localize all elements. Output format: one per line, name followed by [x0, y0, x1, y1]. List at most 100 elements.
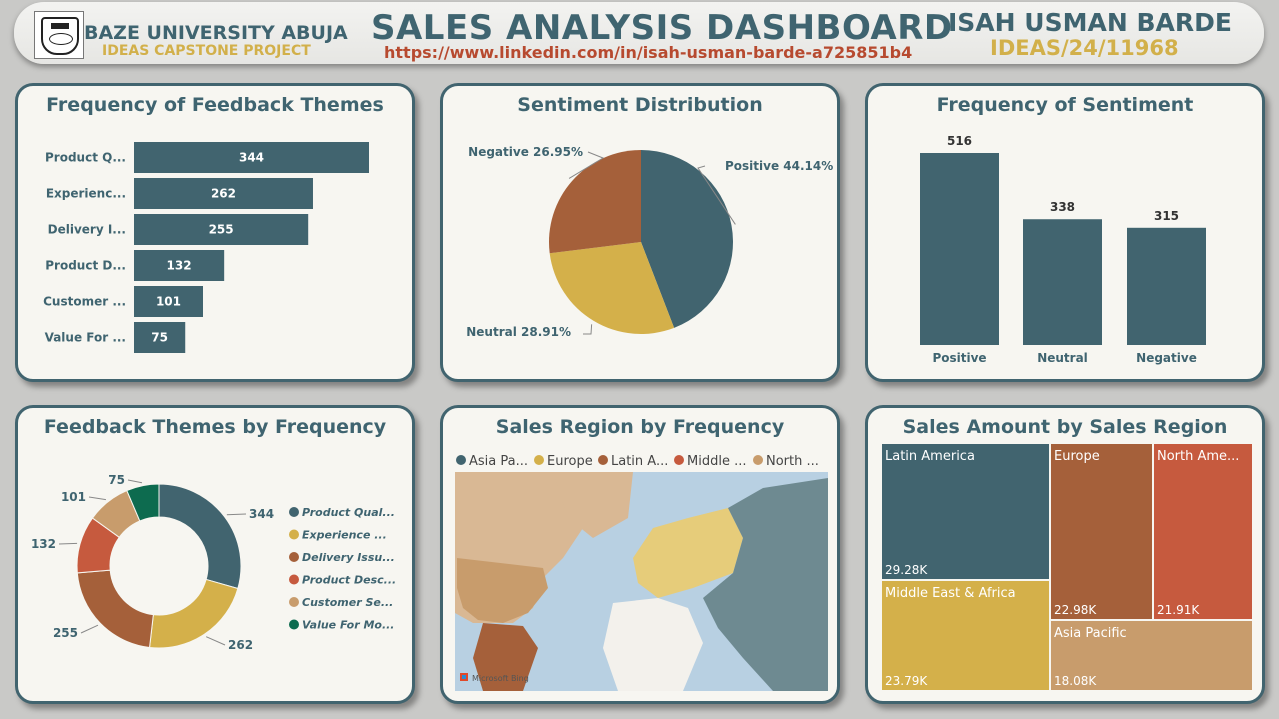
treemap-label: Asia Pacific [1054, 626, 1127, 641]
legend-label: Latin A... [611, 454, 668, 469]
sentiment-pie-title: Sentiment Distribution [517, 94, 763, 116]
donut-slice [126, 483, 160, 522]
region-treemap-chart: Latin America 29.28K Middle East & Africa 2… [880, 442, 1254, 692]
feedback-themes-bar-chart: Product Q... 344 Experienc... 262 Delivery I… [43, 142, 369, 353]
pie-slice [549, 242, 675, 334]
legend-label: Delivery Issu... [302, 551, 395, 564]
donut-value-label: 132 [31, 537, 56, 551]
treemap-tile [880, 579, 1051, 692]
region-map-chart: Microsoft Bing Asia Pa... Europe Latin A..… [455, 454, 828, 691]
legend-marker [674, 455, 684, 465]
treemap-label: Latin America [885, 449, 975, 464]
feedback-themes-bar-title: Frequency of Feedback Themes [46, 94, 384, 116]
sentiment-bar-title: Frequency of Sentiment [936, 94, 1194, 116]
bar-category-label: Customer ... [43, 295, 126, 309]
treemap-label: Europe [1054, 449, 1100, 464]
donut-slice [148, 578, 239, 649]
map-region-europe [633, 508, 743, 598]
legend-label: Europe [547, 454, 593, 469]
treemap-value: 21.91K [1157, 603, 1200, 617]
sentiment-pie-panel: Sentiment Distribution Positive 44.14% Ne… [440, 83, 840, 382]
bar-value-label: 315 [1154, 209, 1179, 223]
region-treemap-title: Sales Amount by Sales Region [902, 416, 1228, 438]
treemap-value: 29.28K [885, 563, 928, 577]
region-map-panel: Sales Region by Frequency Microsoft Bing… [440, 405, 840, 704]
bar-category-label: Negative [1136, 351, 1197, 365]
pie-leader-line [583, 324, 593, 335]
legend-label: Customer Se... [302, 596, 393, 609]
map-region-africa [603, 598, 703, 691]
feedback-bar [134, 322, 186, 353]
legend-marker [289, 597, 299, 607]
donut-value-label: 255 [53, 626, 78, 640]
donut-leader-line [80, 624, 99, 634]
feedback-bar [134, 142, 369, 173]
author-name: ISAH USMAN BARDE [948, 8, 1232, 37]
university-logo [34, 11, 84, 59]
pie-label: Negative 26.95% [468, 145, 583, 159]
treemap-label: Middle East & Africa [885, 586, 1016, 601]
donut-value-label: 262 [228, 638, 253, 652]
logo-crest-icon [41, 17, 79, 55]
feedback-bar [134, 214, 309, 245]
donut-leader-line [226, 513, 247, 516]
themes-donut-title: Feedback Themes by Frequency [43, 416, 387, 438]
bar-category-label: Positive [932, 351, 986, 365]
bar-value-label: 101 [156, 295, 181, 309]
region-treemap-panel: Sales Amount by Sales Region Latin Ameri… [865, 405, 1265, 704]
treemap-label: North Ame... [1157, 449, 1239, 464]
legend-marker [289, 574, 299, 585]
legend-marker [534, 455, 544, 465]
pie-label: Neutral 28.91% [466, 325, 571, 339]
university-name: BAZE UNIVERSITY ABUJA [84, 22, 348, 44]
bar-value-label: 132 [167, 259, 192, 273]
legend-label: Asia Pa... [469, 454, 528, 469]
legend-marker [753, 455, 763, 465]
dashboard-title: SALES ANALYSIS DASHBOARD [371, 8, 953, 48]
bar-category-label: Product Q... [45, 151, 126, 165]
bar-value-label: 516 [947, 134, 972, 148]
bar-value-label: 262 [211, 187, 236, 201]
treemap-value: 18.08K [1054, 674, 1097, 688]
sentiment-bar [1023, 219, 1102, 345]
donut-leader-line [88, 496, 106, 501]
legend-label: Middle ... [687, 454, 746, 469]
map-region-greenland [553, 472, 633, 538]
pie-slice [641, 150, 733, 328]
sentiment-bar-panel: Frequency of Sentiment 516 Positive 338 Neu… [865, 83, 1265, 382]
legend-label: Product Qual... [302, 506, 395, 519]
donut-leader-line [205, 636, 226, 646]
legend-marker [598, 455, 608, 465]
linkedin-link[interactable]: https://www.linkedin.com/in/isah-usman-b… [384, 43, 913, 62]
donut-slice [158, 483, 242, 590]
legend-marker [456, 455, 466, 465]
legend-label: North ... [766, 454, 819, 469]
bar-value-label: 344 [239, 151, 264, 165]
donut-slice [76, 569, 154, 649]
treemap-tile [1049, 442, 1154, 621]
bar-value-label: 255 [209, 223, 234, 237]
bar-value-label: 75 [151, 331, 168, 345]
donut-value-label: 75 [108, 473, 125, 487]
treemap-tile [880, 442, 1051, 581]
treemap-tile [1152, 442, 1254, 621]
legend-marker [289, 507, 299, 517]
legend-marker [289, 552, 299, 562]
donut-value-label: 344 [249, 507, 274, 521]
project-name: IDEAS CAPSTONE PROJECT [102, 43, 311, 59]
bar-category-label: Delivery I... [48, 223, 126, 237]
legend-label: Experience ... [302, 529, 387, 542]
donut-value-label: 101 [61, 490, 86, 504]
map-attribution: Microsoft Bing [472, 674, 529, 683]
feedback-bar [134, 178, 313, 209]
treemap-tile [1049, 619, 1254, 692]
legend-label: Value For Mo... [302, 619, 395, 632]
sentiment-bar [920, 153, 999, 345]
feedback-themes-bar-panel: Frequency of Feedback Themes Product Q..… [15, 83, 415, 382]
region-map-title: Sales Region by Frequency [495, 416, 785, 438]
feedback-bar [134, 250, 225, 281]
map-region-usa [457, 558, 548, 623]
pie-slice [549, 150, 641, 254]
bar-category-label: Experienc... [46, 187, 126, 201]
pie-label: Positive 44.14% [725, 159, 833, 173]
